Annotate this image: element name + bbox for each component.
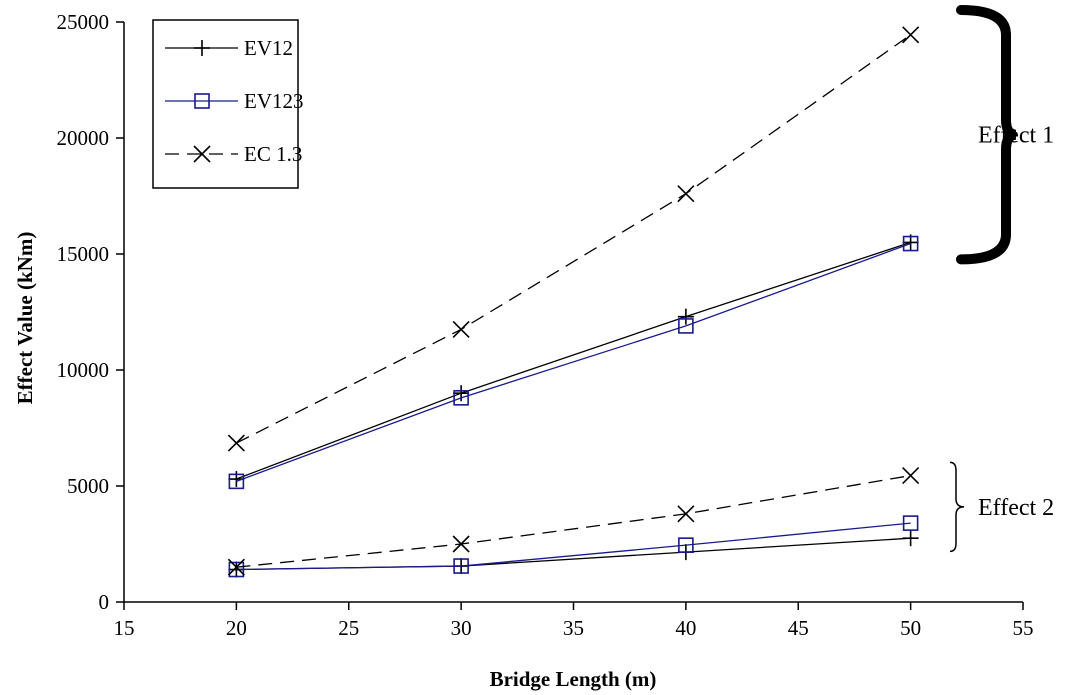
square-marker: [678, 537, 694, 553]
plus-marker: [194, 40, 210, 56]
series-line: [236, 34, 912, 444]
legend-label: EC 1.3: [244, 142, 302, 166]
x-tick-label: 30: [451, 616, 472, 640]
series-ec-1-3-effect-1: [227, 26, 920, 452]
effect-1-label: Effect 1: [978, 123, 1054, 149]
x-tick-label: 15: [114, 616, 135, 640]
series-layer: [227, 26, 920, 578]
square-marker: [453, 558, 469, 574]
series-line: [236, 522, 911, 571]
x-marker: [452, 320, 470, 338]
y-axis-title: Effect Value (kNm): [13, 232, 37, 405]
effect-2-label: Effect 2: [978, 495, 1054, 521]
series-line: [236, 474, 911, 568]
x-marker: [227, 558, 245, 576]
legend-entry-ev123: EV123: [165, 89, 304, 113]
square-marker: [902, 515, 919, 531]
x-marker: [677, 185, 695, 203]
x-marker: [677, 505, 695, 523]
series-ev12-effect-2: [228, 530, 919, 578]
legend-label: EV12: [244, 36, 293, 60]
square-marker: [194, 93, 210, 109]
legend-entry-ev12: EV12: [165, 36, 293, 60]
y-tick-label: 25000: [57, 10, 110, 34]
legend: EV12 EV123 EC 1.3: [152, 19, 304, 189]
y-tick-label: 10000: [57, 358, 110, 382]
legend-label: EV123: [244, 89, 304, 113]
series-ev123-effect-1: [228, 235, 919, 490]
axes: 15 20 25 30 35 40 45 50 55 0 5000 10000 15000 20000 25…: [57, 10, 1034, 640]
x-tick-label: 50: [900, 616, 921, 640]
x-marker: [902, 26, 920, 44]
x-tick-label: 25: [338, 616, 359, 640]
x-tick-label: 40: [675, 616, 696, 640]
x-tick-label: 55: [1013, 616, 1034, 640]
plus-marker: [677, 308, 694, 325]
y-tick-label: 5000: [67, 474, 109, 498]
legend-entry-ec-1-3: EC 1.3: [165, 142, 302, 166]
x-axis-title: Bridge Length (m): [490, 667, 657, 691]
x-marker: [227, 434, 245, 452]
y-tick-label: 15000: [57, 242, 110, 266]
y-tick-label: 20000: [57, 126, 110, 150]
series-line: [236, 242, 911, 482]
square-marker: [678, 318, 694, 334]
y-tick-label: 0: [99, 590, 110, 614]
x-tick-label: 35: [563, 616, 584, 640]
square-marker: [453, 390, 469, 406]
series-ev12-effect-1: [228, 234, 919, 488]
effect-1-brace: [956, 5, 1017, 265]
x-marker: [452, 535, 470, 553]
series-line: [236, 537, 911, 571]
plus-marker: [902, 530, 919, 547]
series-line: [236, 241, 911, 480]
series-ec-1-3-effect-2: [227, 466, 920, 576]
square-marker: [228, 473, 245, 490]
x-marker: [193, 145, 211, 163]
series-ev123-effect-2: [228, 515, 919, 578]
x-tick-label: 20: [226, 616, 247, 640]
annotations: Effect 1 Effect 2: [949, 5, 1054, 553]
x-tick-label: 45: [788, 616, 809, 640]
x-marker: [902, 466, 920, 485]
effect-2-brace: [949, 461, 965, 553]
square-marker: [228, 561, 245, 578]
square-marker: [902, 235, 919, 252]
plus-marker: [453, 385, 470, 402]
